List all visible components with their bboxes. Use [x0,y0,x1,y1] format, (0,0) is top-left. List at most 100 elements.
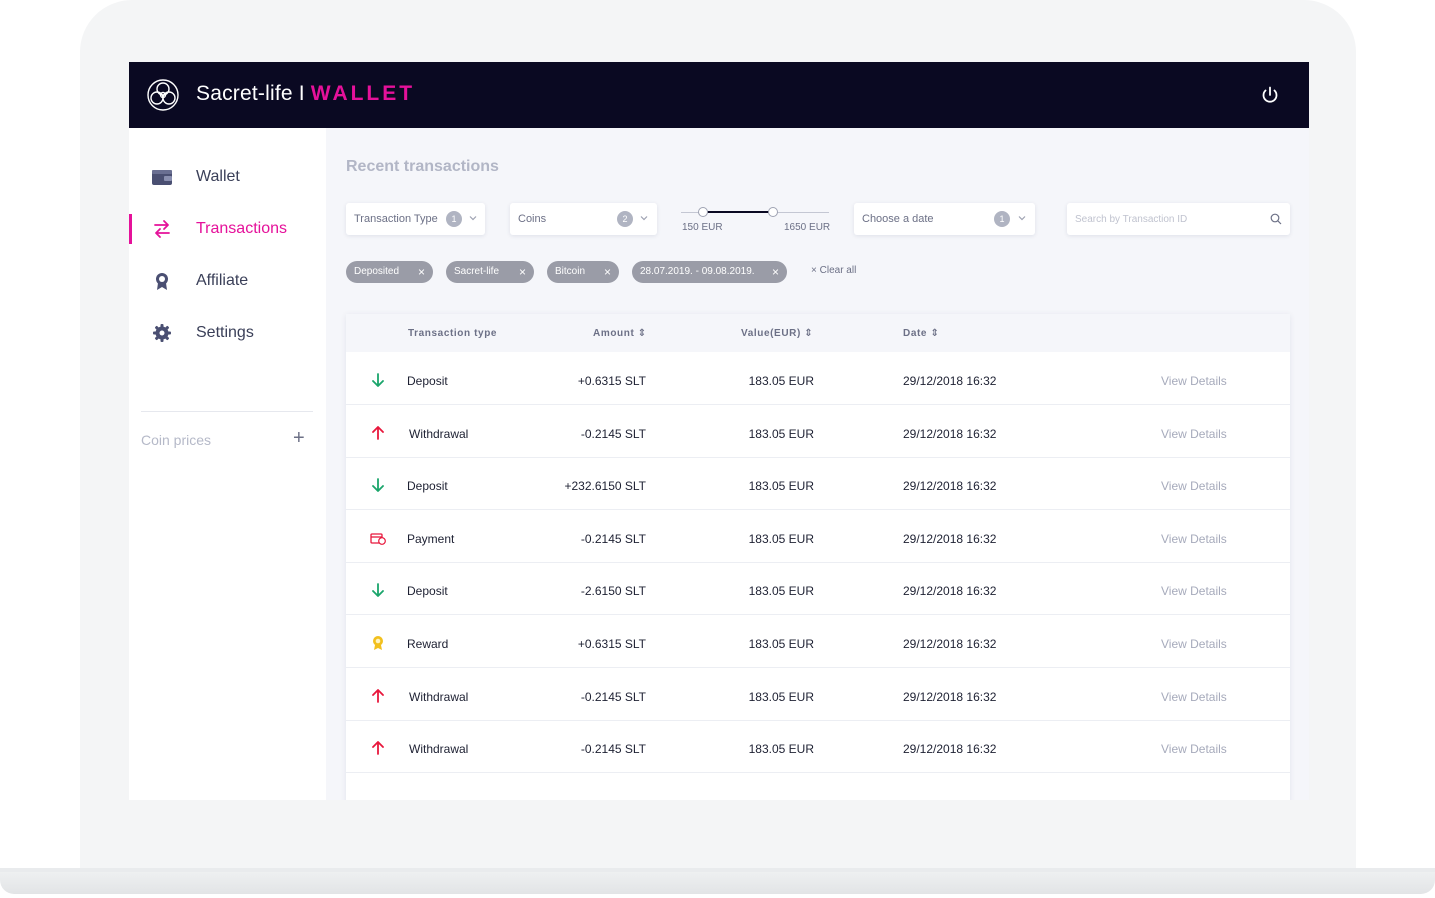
search-input[interactable] [1075,209,1255,229]
row-amount: -0.2145 SLT [580,426,646,441]
search-icon[interactable] [1270,213,1282,225]
slider-min-handle[interactable] [698,207,708,217]
view-details-link[interactable]: View Details [1161,637,1227,651]
row-amount: -0.2145 SLT [580,689,646,704]
view-details-link[interactable]: View Details [1161,742,1227,757]
row-date: 29/12/2018 16:32 [903,742,997,757]
sidebar-item-label: Wallet [196,168,240,185]
brand-logo-icon [147,79,179,111]
row-value: 183.05 EUR [748,689,814,704]
chip-label: Sacret-life [454,266,500,277]
sidebar-item-settings[interactable]: Settings [129,313,326,353]
row-date: 29/12/2018 16:32 [903,374,997,388]
table-header: Transaction type Amount ⇕ Value(EUR) ⇕ D… [346,314,1290,352]
table-row: Deposit -2.6150 SLT 183.05 EUR 29/12/2018 1… [346,562,1290,616]
row-amount: +0.6315 SLT [577,637,646,651]
transaction-type-filter[interactable]: Transaction Type 1 [346,203,485,235]
filter-count-badge: 1 [994,211,1010,227]
app-screen: Sacret-life I WALLET Wallet [129,62,1309,800]
view-details-link[interactable]: View Details [1161,584,1227,599]
chip-label: 28.07.2019. - 09.08.2019. [640,266,755,277]
row-type: Withdrawal [409,426,469,441]
sidebar-divider [141,411,313,412]
row-type: Deposit [407,584,448,599]
main-content: Recent transactions Transaction Type 1 C… [326,128,1309,800]
clear-all-button[interactable]: × Clear all [811,265,857,276]
sidebar-item-label: Affiliate [196,272,249,289]
row-type: Payment [407,531,455,546]
close-icon[interactable]: × [771,265,779,279]
arrow-up-icon [372,688,384,703]
view-details-link[interactable]: View Details [1161,374,1227,388]
laptop-base [0,872,1435,894]
sort-icon: ⇕ [637,328,647,339]
row-value: 183.05 EUR [748,637,814,651]
sidebar-item-transactions[interactable]: Transactions [129,209,326,249]
sort-icon: ⇕ [804,328,814,339]
page-title: Recent transactions [346,158,499,175]
column-header-date[interactable]: Date ⇕ [903,328,939,339]
sidebar-item-affiliate[interactable]: Affiliate [129,261,326,301]
filter-label: Coins [518,213,547,225]
coins-filter[interactable]: Coins 2 [510,203,657,235]
sidebar-item-label: Transactions [196,220,287,237]
column-header-label: Date [903,328,928,339]
close-icon[interactable]: × [518,265,526,279]
close-icon[interactable]: × [417,265,425,279]
row-type: Withdrawal [409,742,469,757]
row-value: 183.05 EUR [748,374,814,388]
filter-count-badge: 2 [617,211,633,227]
row-value: 183.05 EUR [748,742,814,757]
active-indicator [129,214,132,244]
view-details-link[interactable]: View Details [1161,426,1227,441]
clear-all-label: Clear all [819,265,857,276]
view-details-link[interactable]: View Details [1161,479,1227,494]
chevron-down-icon [469,216,477,221]
add-coin-button[interactable]: + [293,427,305,449]
brand-title: Sacret-life I WALLET [196,82,415,106]
column-header-label: Value(EUR) [741,328,801,339]
sidebar-item-wallet[interactable]: Wallet [129,157,326,197]
view-details-link[interactable]: View Details [1161,531,1227,546]
table-row: Deposit +0.6315 SLT 183.05 EUR 29/12/2018 1… [346,352,1290,405]
row-date: 29/12/2018 16:32 [903,637,997,651]
search-box [1067,203,1290,235]
top-bar: Sacret-life I WALLET [129,62,1309,128]
arrow-down-icon [372,583,384,598]
gear-icon [153,324,171,342]
value-range-slider[interactable]: 150 EUR 1650 EUR [681,206,831,236]
row-date: 29/12/2018 16:32 [903,584,997,599]
arrow-down-icon [372,478,384,493]
filter-label: Transaction Type [354,213,438,225]
filter-count-badge: 1 [446,211,462,227]
row-date: 29/12/2018 16:32 [903,531,997,546]
column-header-value[interactable]: Value(EUR) ⇕ [741,328,813,339]
coin-prices-label: Coin prices [141,432,212,448]
date-filter[interactable]: Choose a date 1 [854,203,1035,235]
award-icon [156,273,168,290]
row-value: 183.05 EUR [748,479,814,494]
filter-label: Choose a date [862,213,934,225]
sidebar-item-label: Settings [196,324,254,341]
column-header-type: Transaction type [408,328,498,339]
laptop-hinge [0,868,1435,874]
table-row: Withdrawal -0.2145 SLT 183.05 EUR 29/12/201… [346,405,1290,458]
slider-max-handle[interactable] [768,207,778,217]
chip-label: Deposited [354,266,400,277]
power-icon[interactable] [1259,84,1281,106]
column-header-amount[interactable]: Amount ⇕ [593,328,647,339]
row-date: 29/12/2018 16:32 [903,689,997,704]
close-icon[interactable]: × [603,265,611,279]
table-row: Reward +0.6315 SLT 183.05 EUR 29/12/2018 16… [346,615,1290,668]
sidebar: Wallet Transactions Affiliate [129,128,326,800]
row-type: Deposit [407,479,448,494]
table-row: Payment -0.2145 SLT 183.05 EUR 29/12/2018 1… [346,510,1290,563]
chevron-down-icon [640,216,648,221]
row-amount: +0.6315 SLT [577,374,646,388]
chevron-down-icon [1018,216,1026,221]
view-details-link[interactable]: View Details [1161,689,1227,704]
chip-label: Bitcoin [555,266,586,277]
table-row: Deposit +232.6150 SLT 183.05 EUR 29/12/2018… [346,457,1290,511]
column-header-label: Amount [593,328,635,339]
transactions-table: Transaction type Amount ⇕ Value(EUR) ⇕ D… [346,314,1290,800]
